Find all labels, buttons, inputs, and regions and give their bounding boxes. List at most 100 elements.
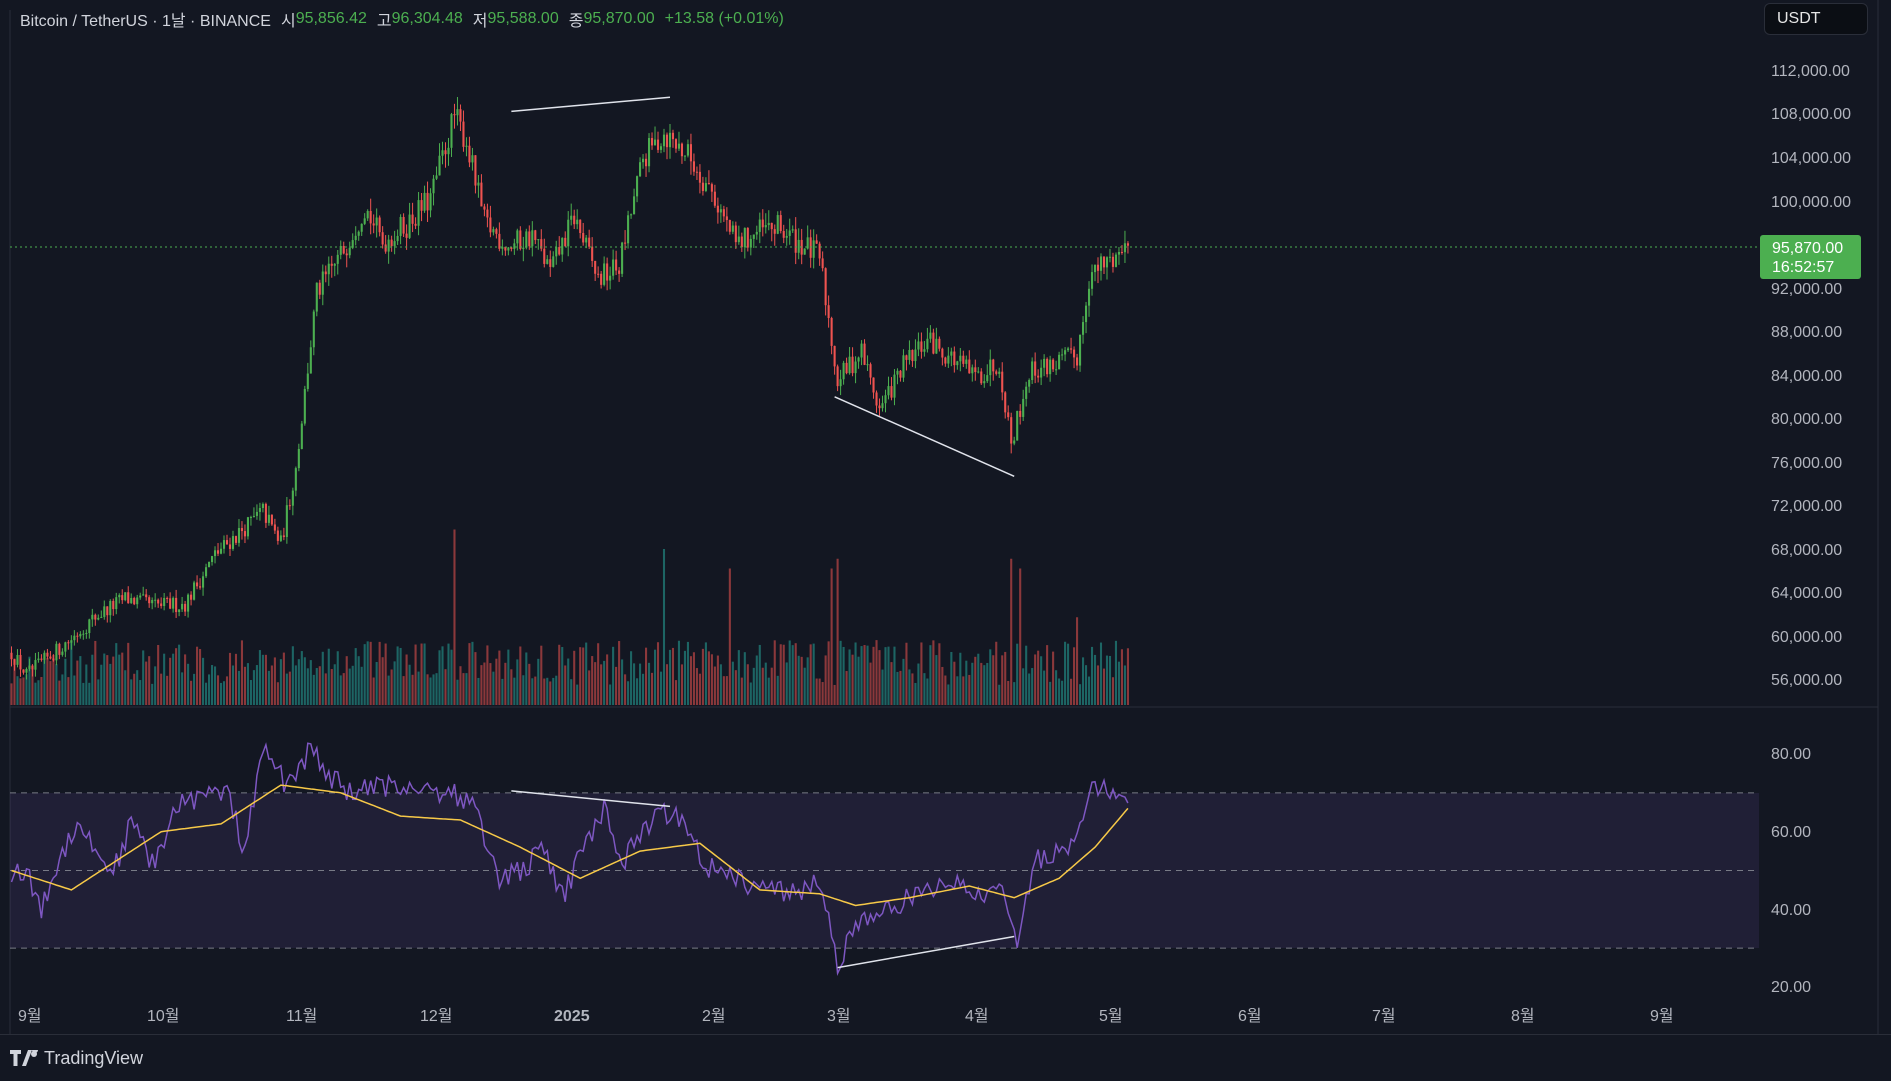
volume-bar (561, 647, 564, 705)
candle-body (243, 531, 247, 537)
volume-bar (737, 650, 740, 705)
volume-bar (540, 645, 543, 705)
volume-bar (1093, 654, 1097, 705)
volume-bar (136, 670, 139, 705)
candle-body (507, 247, 510, 251)
volume-bar (878, 650, 881, 705)
volume-bar (695, 668, 698, 705)
volume-bar (52, 655, 55, 705)
candle-body (483, 206, 486, 210)
volume-bar (1019, 568, 1022, 705)
chart-canvas[interactable]: 112,000.00 108,000.00 104,000.00 100,000… (0, 0, 1891, 1034)
volume-bar (67, 677, 70, 705)
volume-bar (234, 653, 238, 705)
volume-bar (420, 643, 423, 705)
volume-bar (755, 655, 758, 705)
candle-body (64, 642, 67, 652)
candle-body (67, 642, 70, 644)
volume-bar (609, 684, 612, 705)
volume-bar (618, 641, 621, 705)
candles[interactable] (10, 97, 1129, 680)
candle-body (414, 223, 417, 226)
volume-bar (869, 662, 872, 705)
candle-body (986, 375, 989, 382)
candle-body (704, 183, 707, 191)
candle-body (339, 245, 342, 255)
volume-bar (193, 673, 196, 705)
volume-bar (106, 655, 109, 705)
volume-bar (647, 662, 651, 705)
symbol-info[interactable]: Bitcoin / TetherUS · 1날 · BINANCE (20, 13, 271, 30)
candle-body (956, 361, 959, 366)
rsi-axis[interactable]: 80.00 60.00 40.00 20.00 (1771, 746, 1811, 996)
volume-bar (513, 677, 516, 705)
candle-body (552, 256, 555, 267)
candle-body (671, 132, 675, 140)
countdown: 16:52:57 (1772, 259, 1834, 276)
volume-bar (40, 676, 43, 705)
candle-body (354, 235, 357, 241)
volume-bar (836, 558, 839, 705)
candle-body (992, 359, 995, 372)
currency-selector[interactable]: USDT (1764, 3, 1868, 35)
symbol-header[interactable]: Bitcoin / TetherUS · 1날 · BINANCE 시 95,85… (20, 8, 784, 30)
volume-bar (941, 666, 944, 705)
time-tick: 3월 (827, 1007, 851, 1025)
candle-body (88, 619, 91, 634)
candle-body (830, 318, 833, 346)
candle-body (172, 597, 175, 609)
volume-bar (579, 647, 582, 705)
candle-body (528, 231, 531, 247)
volume-bar (43, 653, 46, 705)
volume-bar (543, 678, 546, 705)
candle-body (76, 635, 79, 637)
candle-body (124, 592, 127, 601)
volume-bar (743, 652, 746, 705)
volume-bar (558, 644, 561, 705)
volume-bar (339, 675, 342, 705)
candle-body (330, 263, 333, 266)
volume-bar (764, 662, 767, 705)
candle-body (73, 635, 76, 641)
candle-body (1043, 358, 1046, 368)
time-axis[interactable]: 9월 10월 11월 12월 2025 2월 3월 4월 5월 6월 7월 8월… (18, 1007, 1674, 1025)
price-trendlines[interactable] (511, 96, 1015, 477)
volume-bar (668, 649, 672, 705)
price-tick: 64,000.00 (1771, 585, 1842, 602)
candle-body (136, 597, 139, 605)
candle-body (899, 370, 902, 378)
candle-body (184, 603, 187, 612)
volume-bar (330, 669, 333, 705)
candle-body (525, 231, 528, 248)
candle-body (82, 633, 85, 635)
volume-bar (237, 670, 241, 705)
candle-body (698, 171, 701, 183)
candle-body (70, 640, 73, 643)
volume-bar (1081, 657, 1085, 705)
volume-bar (465, 673, 468, 705)
candle-body (591, 246, 594, 261)
candle-body (680, 143, 684, 157)
volume-bar (761, 667, 764, 705)
candle-body (848, 356, 851, 374)
tradingview-logo[interactable]: TradingView (10, 1048, 143, 1069)
rsi-trendlines[interactable] (511, 790, 1015, 969)
candle-body (788, 230, 791, 236)
candle-body (746, 227, 749, 248)
volume-bar (932, 640, 935, 705)
candle-body (1120, 251, 1124, 253)
price-axis[interactable]: 112,000.00 108,000.00 104,000.00 100,000… (1771, 63, 1851, 689)
volume-bar (710, 654, 713, 705)
volume-bar (809, 644, 812, 705)
volume-bar (537, 658, 540, 705)
volume-bar (797, 655, 800, 705)
candle-body (719, 209, 722, 213)
volume-bar (914, 682, 917, 705)
volume-bar (1090, 646, 1094, 705)
candle-body (549, 259, 552, 267)
candle-body (767, 222, 770, 226)
low-value: 95,588.00 (487, 10, 559, 27)
volume-bar (1070, 678, 1073, 705)
candle-body (231, 536, 235, 549)
volume-bar (133, 673, 136, 705)
